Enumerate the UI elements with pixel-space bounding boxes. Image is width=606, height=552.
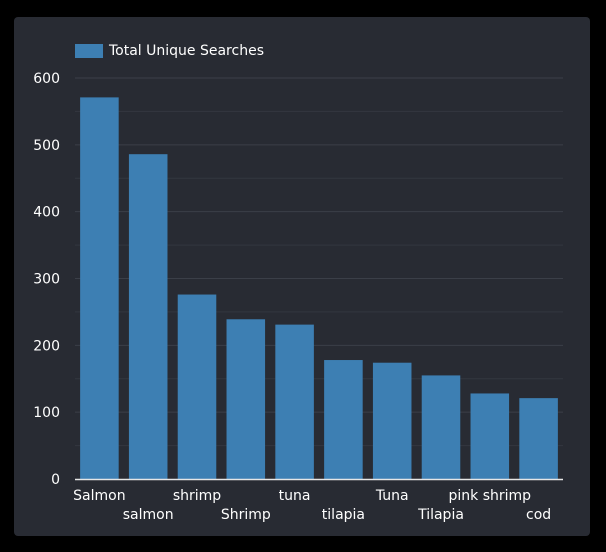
y-tick-label: 300 [33, 272, 60, 288]
bar [128, 154, 168, 479]
y-tick-label: 200 [33, 338, 60, 354]
x-tick-label: pink shrimp [449, 488, 532, 504]
x-tick-label: cod [526, 507, 551, 523]
bar [372, 362, 412, 479]
x-tick-label: Tilapia [417, 507, 464, 523]
x-tick-label: shrimp [173, 488, 221, 504]
y-tick-label: 100 [33, 405, 60, 421]
bar [177, 294, 217, 479]
x-tick-label: salmon [123, 507, 174, 523]
y-tick-label: 0 [51, 472, 60, 488]
x-tick-label: tilapia [322, 507, 365, 523]
bar [519, 398, 558, 479]
legend: Total Unique Searches [75, 43, 264, 59]
x-tick-label: Tuna [375, 488, 409, 504]
bar [324, 360, 363, 479]
x-tick-label: tuna [279, 488, 311, 504]
legend-swatch [75, 44, 103, 58]
y-tick-label: 400 [33, 205, 60, 221]
bar [226, 319, 266, 479]
y-tick-label: 500 [33, 138, 60, 154]
legend-label: Total Unique Searches [109, 43, 264, 59]
bar [470, 393, 510, 479]
x-tick-label: Shrimp [221, 507, 271, 523]
bar [275, 324, 314, 479]
bar [80, 97, 119, 480]
bar [421, 375, 461, 479]
y-tick-label: 600 [33, 71, 60, 87]
x-tick-label: Salmon [73, 488, 125, 504]
